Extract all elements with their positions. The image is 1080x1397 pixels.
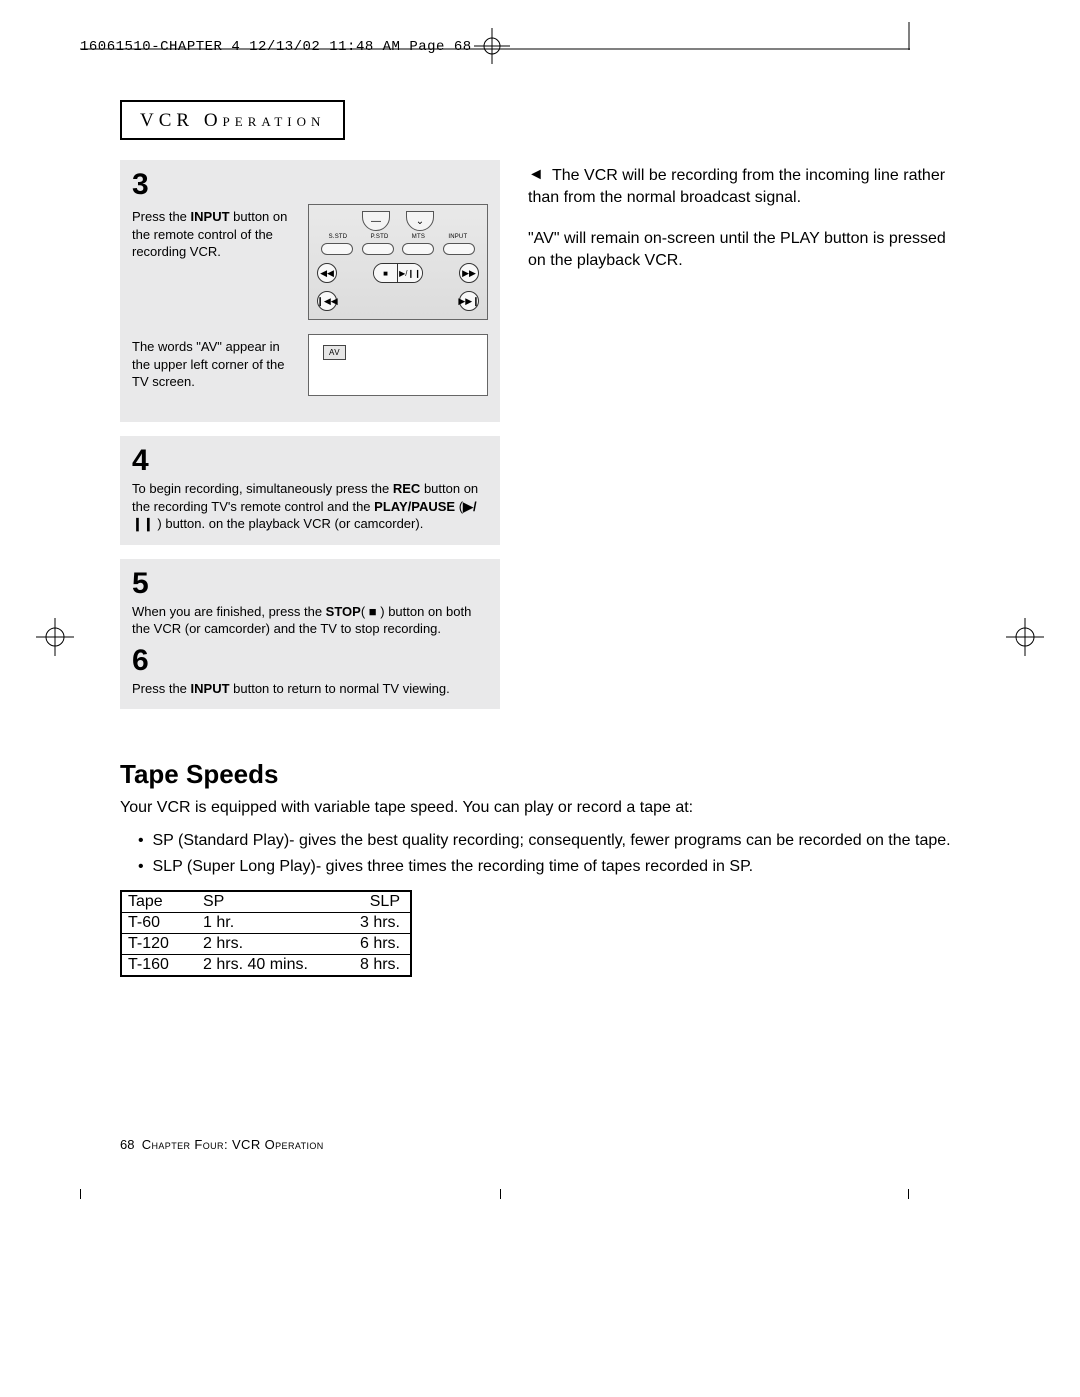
table-row: T-60 1 hr. 3 hrs. bbox=[121, 912, 411, 933]
remote-label: P.STD bbox=[371, 234, 389, 240]
remote-pill-button-icon bbox=[321, 243, 353, 255]
table-cell: T-120 bbox=[121, 933, 197, 954]
t: Press the bbox=[132, 209, 191, 224]
t-bold: INPUT bbox=[191, 209, 230, 224]
step-5-6-box: 5 When you are finished, press the STOP(… bbox=[120, 559, 500, 710]
remote-label: MTS bbox=[412, 234, 425, 240]
remote-pill-button-icon bbox=[443, 243, 475, 255]
step-3-box: 3 Press the INPUT button on the remote c… bbox=[120, 160, 500, 422]
remote-illustration: — ⌄ S.STD P.STD MTS INPUT bbox=[308, 204, 488, 320]
remote-play-pause-icon: ▶/❙❙ bbox=[398, 264, 422, 282]
remote-d-button-icon: — bbox=[362, 211, 390, 231]
right-paragraph-1: ◄ The VCR will be recording from the inc… bbox=[528, 164, 960, 210]
tape-bullet: • SLP (Super Long Play)- gives three tim… bbox=[138, 855, 960, 878]
table-cell: 6 hrs. bbox=[347, 933, 411, 954]
step-3-row-2: The words "AV" appear in the upper left … bbox=[132, 334, 488, 396]
page-content: VCR Operation 3 Press the INPUT button o… bbox=[120, 100, 960, 977]
table-header-cell: SP bbox=[197, 891, 347, 913]
remote-skip-back-icon: ❙◀◀ bbox=[317, 291, 337, 311]
remote-rewind-icon: ◀◀ bbox=[317, 263, 337, 283]
right-paragraph-2: "AV" will remain on-screen until the PLA… bbox=[528, 228, 960, 273]
step-5-text: When you are finished, press the STOP( ■… bbox=[132, 603, 488, 638]
step-4-text: To begin recording, simultaneously press… bbox=[132, 480, 488, 533]
step-4-box: 4 To begin recording, simultaneously pre… bbox=[120, 436, 500, 545]
table-row: T-120 2 hrs. 6 hrs. bbox=[121, 933, 411, 954]
header-rule-vert bbox=[908, 22, 910, 50]
print-slug: 16061510-CHAPTER 4 12/13/02 11:48 AM Pag… bbox=[80, 30, 510, 64]
t: Press the bbox=[132, 681, 191, 696]
tape-speed-table: Tape SP SLP T-60 1 hr. 3 hrs. T-120 2 hr… bbox=[120, 890, 412, 977]
bottom-crop-ticks bbox=[0, 1189, 1080, 1201]
t: To begin recording, simultaneously press… bbox=[132, 481, 393, 496]
t: The VCR will be recording from the incom… bbox=[528, 167, 945, 206]
table-cell: 2 hrs. bbox=[197, 933, 347, 954]
remote-center-group: ■ ▶/❙❙ bbox=[373, 263, 423, 283]
page-footer: 68 Chapter Four: VCR Operation bbox=[120, 1137, 324, 1152]
section-title-word: Operation bbox=[204, 110, 326, 131]
table-row: Tape SP SLP bbox=[121, 891, 411, 913]
pointer-left-icon: ◄ bbox=[528, 166, 544, 183]
remote-skip-fwd-icon: ▶▶❙ bbox=[459, 291, 479, 311]
t: ( bbox=[455, 499, 463, 514]
left-column: 3 Press the INPUT button on the remote c… bbox=[120, 160, 500, 723]
t: ) button. on the playback VCR (or camcor… bbox=[154, 516, 424, 531]
table-cell: 1 hr. bbox=[197, 912, 347, 933]
t-bold: INPUT bbox=[191, 681, 230, 696]
remote-d-button-icon: ⌄ bbox=[406, 211, 434, 231]
t-bold: STOP bbox=[326, 604, 361, 619]
section-title-box: VCR Operation bbox=[120, 100, 345, 140]
t: SP (Standard Play)- gives the best quali… bbox=[153, 832, 951, 849]
av-badge: AV bbox=[323, 345, 346, 360]
remote-label: S.STD bbox=[329, 234, 348, 240]
step-3-text-2: The words "AV" appear in the upper left … bbox=[132, 334, 298, 391]
t-bold: PLAY/PAUSE bbox=[374, 499, 455, 514]
table-row: T-160 2 hrs. 40 mins. 8 hrs. bbox=[121, 954, 411, 976]
right-column: ◄ The VCR will be recording from the inc… bbox=[528, 160, 960, 291]
section-title: VCR Operation bbox=[140, 110, 325, 131]
section-title-prefix: VCR bbox=[140, 110, 204, 131]
header-rule bbox=[80, 48, 910, 50]
table-cell: T-60 bbox=[121, 912, 197, 933]
table-cell: T-160 bbox=[121, 954, 197, 976]
step-6-number: 6 bbox=[132, 646, 488, 676]
tv-screen-illustration: AV bbox=[308, 334, 488, 396]
step-3-text-1: Press the INPUT button on the remote con… bbox=[132, 204, 298, 261]
table-cell: 2 hrs. 40 mins. bbox=[197, 954, 347, 976]
remote-ff-icon: ▶▶ bbox=[459, 263, 479, 283]
table-cell: 3 hrs. bbox=[347, 912, 411, 933]
remote-stop-icon: ■ bbox=[374, 264, 398, 282]
tape-speeds-bullets: • SP (Standard Play)- gives the best qua… bbox=[138, 829, 960, 877]
step-6-text: Press the INPUT button to return to norm… bbox=[132, 680, 488, 698]
step-3-number: 3 bbox=[132, 170, 488, 200]
t: SLP (Super Long Play)- gives three times… bbox=[153, 858, 754, 875]
footer-text: Chapter Four: VCR Operation bbox=[142, 1137, 324, 1152]
remote-label: INPUT bbox=[448, 234, 467, 240]
remote-label-row: S.STD P.STD MTS INPUT bbox=[317, 234, 479, 240]
two-column-layout: 3 Press the INPUT button on the remote c… bbox=[120, 160, 960, 723]
step-5-number: 5 bbox=[132, 569, 488, 599]
t: When you are finished, press the bbox=[132, 604, 326, 619]
t-bold: REC bbox=[393, 481, 420, 496]
tape-speeds-heading: Tape Speeds bbox=[120, 759, 960, 790]
crop-mark-left-icon bbox=[36, 618, 74, 656]
tape-bullet: • SP (Standard Play)- gives the best qua… bbox=[138, 829, 960, 852]
slug-text: 16061510-CHAPTER 4 12/13/02 11:48 AM Pag… bbox=[80, 39, 472, 55]
tape-speeds-intro: Your VCR is equipped with variable tape … bbox=[120, 796, 960, 819]
step-4-number: 4 bbox=[132, 446, 488, 476]
t: button to return to normal TV viewing. bbox=[230, 681, 450, 696]
table-header-cell: Tape bbox=[121, 891, 197, 913]
step-3-row-1: Press the INPUT button on the remote con… bbox=[132, 204, 488, 320]
remote-pill-button-icon bbox=[362, 243, 394, 255]
crop-mark-right-icon bbox=[1006, 618, 1044, 656]
page-number: 68 bbox=[120, 1137, 134, 1152]
table-header-cell: SLP bbox=[347, 891, 411, 913]
table-cell: 8 hrs. bbox=[347, 954, 411, 976]
remote-pill-button-icon bbox=[402, 243, 434, 255]
registration-mark-icon bbox=[474, 28, 510, 64]
